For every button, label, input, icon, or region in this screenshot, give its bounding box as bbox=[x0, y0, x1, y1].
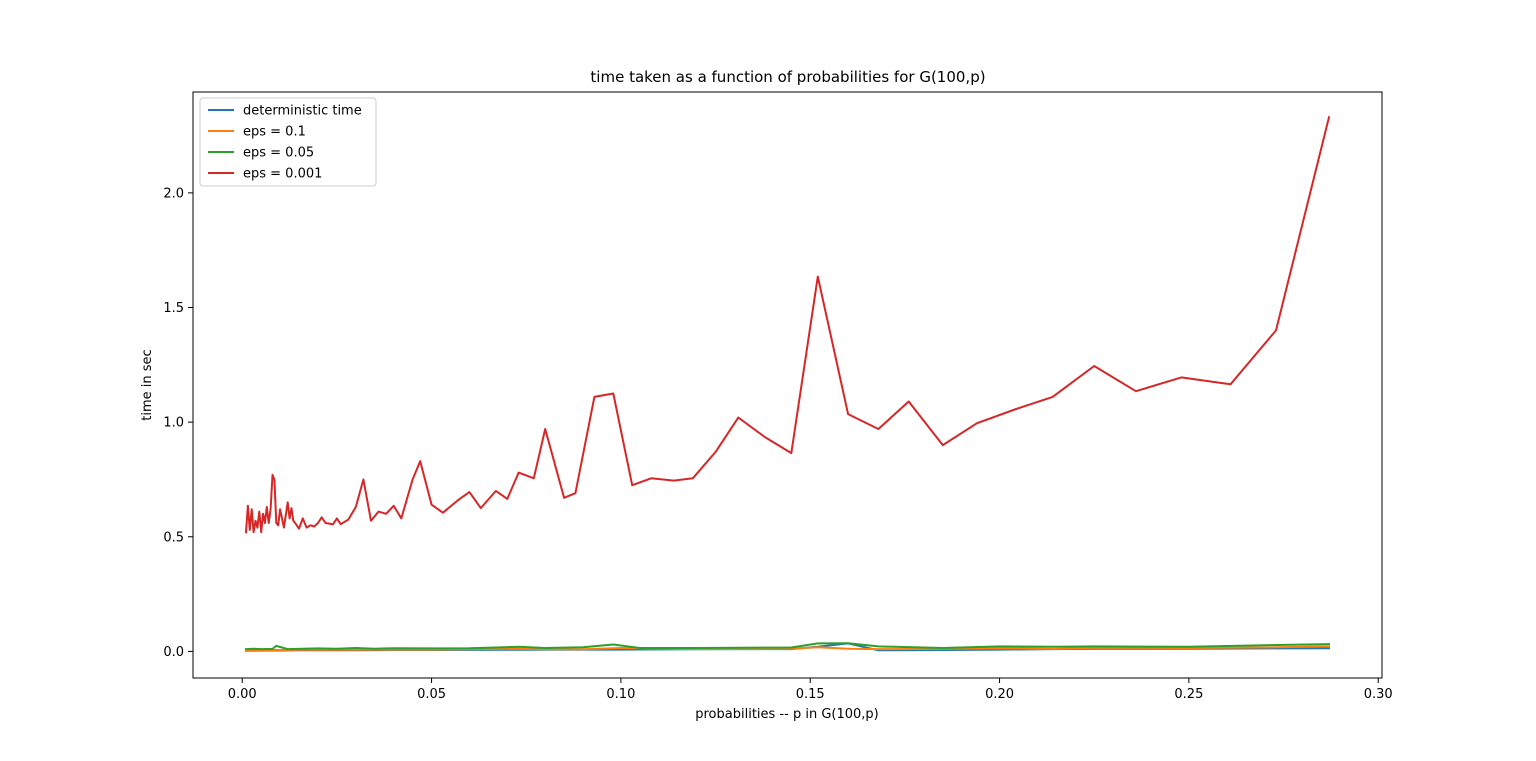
y-tick-label: 0.5 bbox=[163, 530, 184, 545]
series-line-3 bbox=[244, 115, 1331, 534]
x-tick-label: 0.30 bbox=[1364, 687, 1393, 702]
legend-entry: eps = 0.001 bbox=[243, 167, 322, 182]
y-tick-label: 1.5 bbox=[163, 301, 184, 316]
y-tick-label: 0.0 bbox=[163, 645, 184, 660]
legend-entry: eps = 0.1 bbox=[243, 125, 306, 140]
y-tick-label: 2.0 bbox=[163, 186, 184, 201]
plot-area: 0.00 0.05 0.10 0.15 0.20 0.25 0.30 0.0 0.5 1.0 1.5… bbox=[163, 91, 1393, 702]
x-tick-label: 0.15 bbox=[796, 687, 825, 702]
x-tick-label: 0.10 bbox=[606, 687, 635, 702]
y-tick-label: 1.0 bbox=[163, 416, 184, 431]
x-tick-label: 0.25 bbox=[1174, 687, 1203, 702]
legend-entry: deterministic time bbox=[243, 104, 362, 119]
x-tick-label: 0.20 bbox=[985, 687, 1014, 702]
legend-entry: eps = 0.05 bbox=[243, 146, 314, 161]
y-axis-label: time in sec bbox=[140, 349, 155, 420]
axes-frame bbox=[192, 91, 1383, 679]
x-tick-label: 0.05 bbox=[417, 687, 446, 702]
legend-box bbox=[199, 97, 377, 187]
chart-title: time taken as a function of probabilitie… bbox=[590, 68, 985, 86]
x-axis-label: probabilities -- p in G(100,p) bbox=[695, 707, 878, 722]
series-line-2 bbox=[244, 642, 1331, 651]
x-tick-label: 0.00 bbox=[228, 687, 257, 702]
